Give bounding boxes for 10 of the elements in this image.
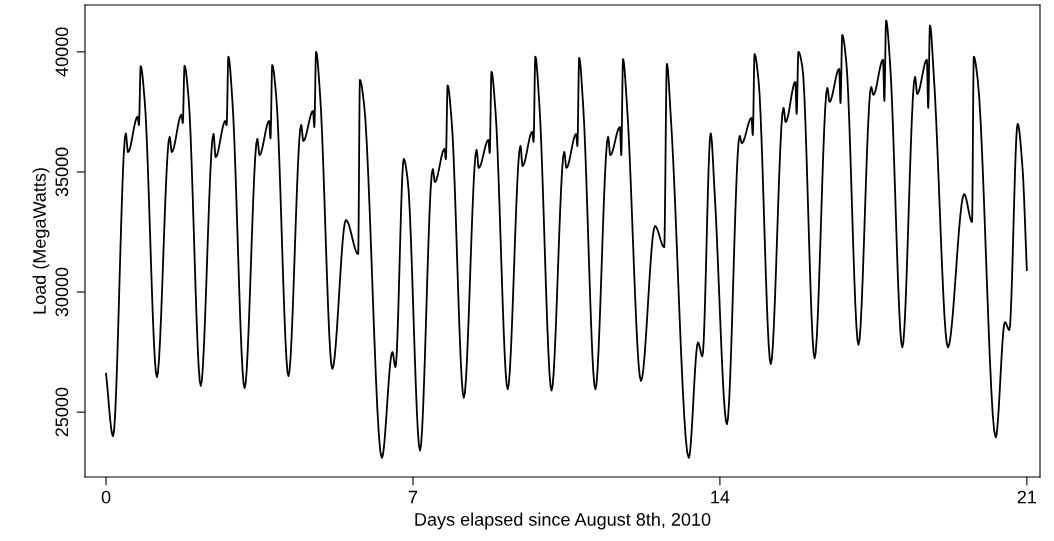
x-tick-label: 7 bbox=[408, 490, 418, 504]
x-axis-title: Days elapsed since August 8th, 2010 bbox=[415, 512, 711, 530]
y-axis-title: Load (MegaWatts) bbox=[32, 168, 50, 314]
x-tick-label: 21 bbox=[1017, 490, 1037, 504]
y-tick-label: 30000 bbox=[55, 267, 69, 317]
x-tick-label: 14 bbox=[711, 490, 730, 504]
y-tick-label: 40000 bbox=[55, 27, 69, 77]
y-tick-label: 25000 bbox=[55, 387, 69, 437]
y-tick-label: 35000 bbox=[55, 147, 69, 197]
x-tick-label: 0 bbox=[101, 490, 111, 504]
